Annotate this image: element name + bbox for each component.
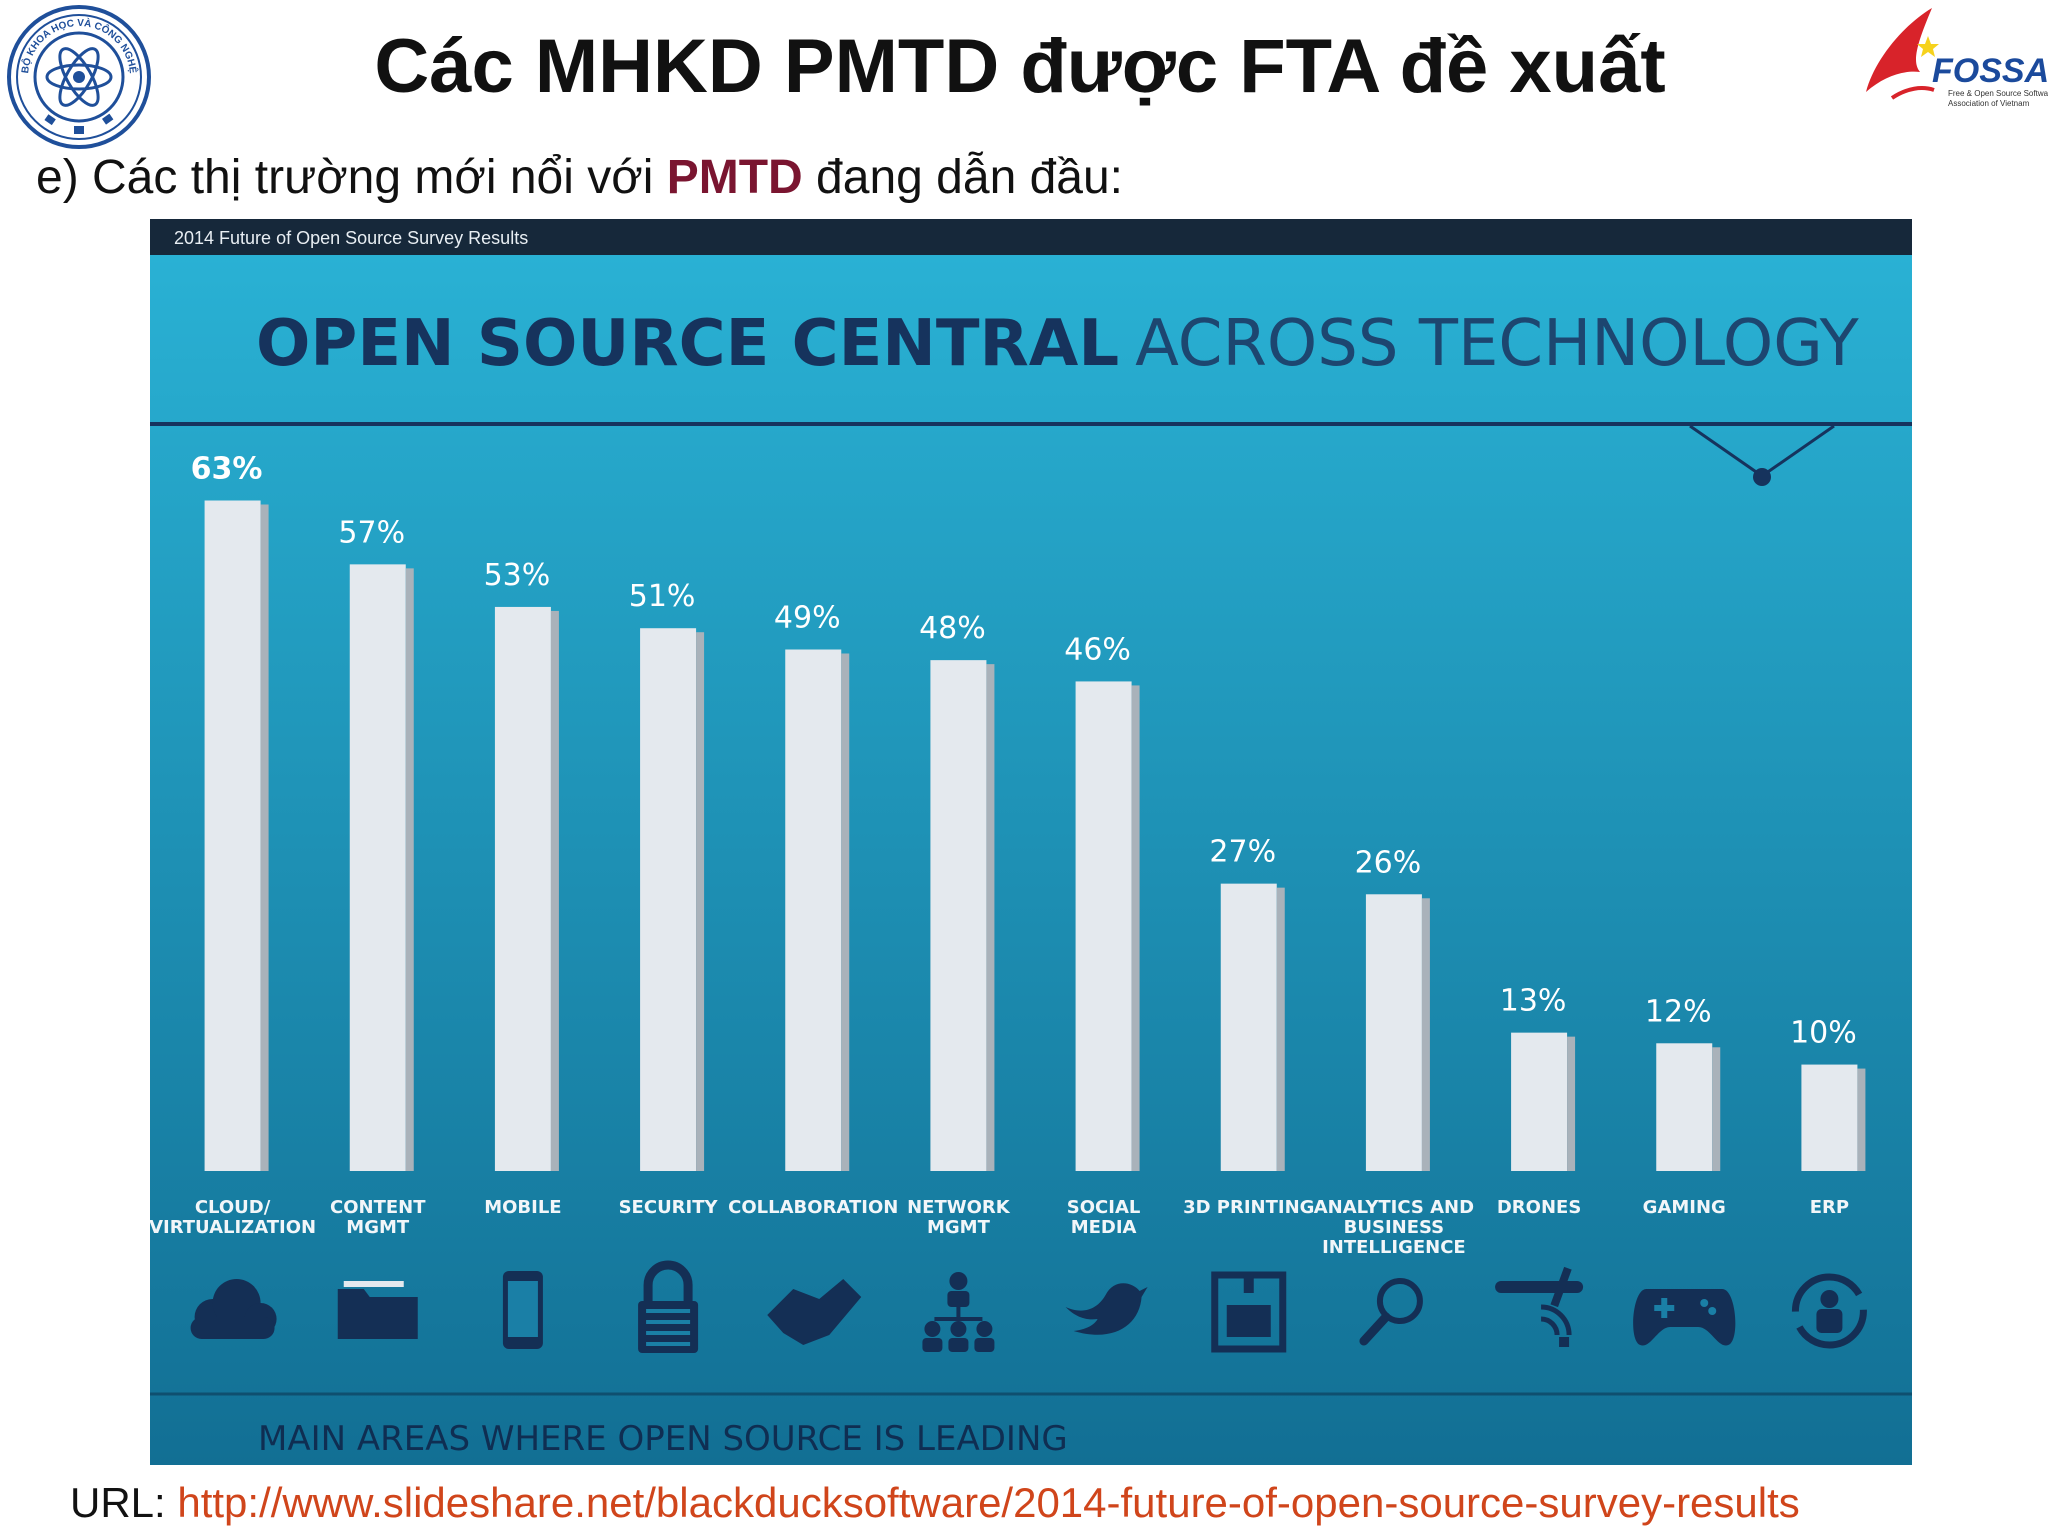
url-label: URL: [70,1479,178,1526]
fossa-tagline-1: Free & Open Source Software [1948,89,2048,98]
bird-icon [1065,1283,1148,1335]
subtitle-highlight: PMTD [666,151,803,204]
bar-shadow [841,653,850,1171]
divider-notch-dot [1753,468,1771,486]
category-label: NETWORK MGMT [907,1197,1011,1238]
value-label: 10% [1790,1016,1857,1051]
padlock-icon [638,1260,699,1353]
bar [1075,681,1132,1171]
bar-shadow [1276,887,1285,1171]
chart-panel: 2014 Future of Open Source Survey Result… [150,219,1912,1465]
bar [785,649,842,1171]
header-bar [150,219,1912,255]
value-label: 48% [919,611,986,646]
category-label: COLLABORATION [728,1197,898,1218]
printer-3d-icon [1211,1271,1287,1353]
ministry-seal-logo: BỘ KHOA HỌC VÀ CÔNG NGHỆ [7,5,151,149]
bar [1656,1043,1713,1171]
cloud-icon [190,1279,277,1339]
url-link[interactable]: http://www.slideshare.net/blackducksoftw… [177,1479,1800,1526]
category-label: SECURITY [619,1197,719,1218]
value-label: 13% [1500,984,1567,1019]
value-label: 57% [338,515,405,550]
bar-shadow [405,568,414,1171]
value-label: 49% [774,601,841,636]
bar-shadow [550,610,559,1171]
network-people-icon [922,1272,995,1352]
subtitle-suffix: đang dẫn đầu: [802,151,1124,204]
bar [494,606,551,1171]
bars: 63% CLOUD/VIRTUALIZATION 57% CONTENT MGMT 53%… [150,452,1867,1353]
value-label: 26% [1355,845,1422,880]
fossa-tagline-2: Association of Vietnam [1948,99,2030,108]
value-label: 12% [1645,994,1712,1029]
handshake-icon [767,1279,862,1345]
fossa-wordmark: FOSSA [1932,52,2048,90]
bar-shadow [696,632,705,1171]
bar [349,564,406,1171]
bar [1365,894,1422,1171]
category-label: MOBILE [484,1197,561,1218]
magnifier-icon [1359,1278,1423,1346]
bar [1220,883,1277,1171]
drone-icon [1495,1266,1584,1347]
fossa-logo: FOSSA Free & Open Source Software Associ… [1866,8,2048,108]
category-label: ANALYTICS AND BUSINESS INTELLIGENCE [1314,1197,1474,1258]
bar-shadow [1567,1036,1576,1171]
value-label: 27% [1209,835,1276,870]
mobile-phone-icon [502,1271,543,1349]
bar [640,628,697,1171]
value-label: 51% [629,579,696,614]
survey-header: 2014 Future of Open Source Survey Result… [174,228,528,248]
footer-caption: MAIN AREAS WHERE OPEN SOURCE IS LEADING [258,1419,1068,1459]
bar-shadow [1421,898,1430,1171]
subtitle-prefix: e) Các thị trường mới nổi với [36,151,667,204]
panel-background [150,219,1912,1465]
value-label: 46% [1064,632,1131,667]
chart-title-bold: OPEN SOURCE CENTRAL [256,307,1119,381]
slide-title: Các MHKD PMTD được FTA đề xuất [374,24,1666,109]
category-label: GAMING [1643,1197,1726,1218]
bar [1511,1032,1568,1171]
gamepad-icon [1633,1289,1736,1346]
category-label: SOCIAL MEDIA [1067,1197,1141,1238]
category-label: 3D PRINTING [1183,1197,1314,1218]
category-label: CLOUD/VIRTUALIZATION [150,1197,316,1238]
bar-shadow [1131,685,1140,1171]
category-label: DRONES [1497,1197,1581,1218]
category-label: CONTENT MGMT [330,1197,426,1238]
bar [204,500,261,1171]
bar-shadow [260,504,269,1171]
erp-cycle-icon [1791,1273,1867,1349]
bar-chart: 2014 Future of Open Source Survey Result… [150,219,1912,1465]
category-label: ERP [1810,1197,1849,1218]
bar-shadow [986,664,995,1171]
chart-title-light: ACROSS TECHNOLOGY [1135,307,1860,381]
source-url: URL: http://www.slideshare.net/blackduck… [70,1476,1800,1530]
bar-shadow [1857,1068,1866,1171]
bar [1801,1064,1858,1171]
value-label: 63% [191,452,263,487]
subtitle: e) Các thị trường mới nổi với PMTD đang … [36,148,1123,208]
bar-shadow [1712,1047,1721,1171]
chart-title: OPEN SOURCE CENTRAL ACROSS TECHNOLOGY [256,307,1860,381]
bar [930,660,987,1171]
folder-icon [337,1281,418,1339]
value-label: 53% [484,558,551,593]
